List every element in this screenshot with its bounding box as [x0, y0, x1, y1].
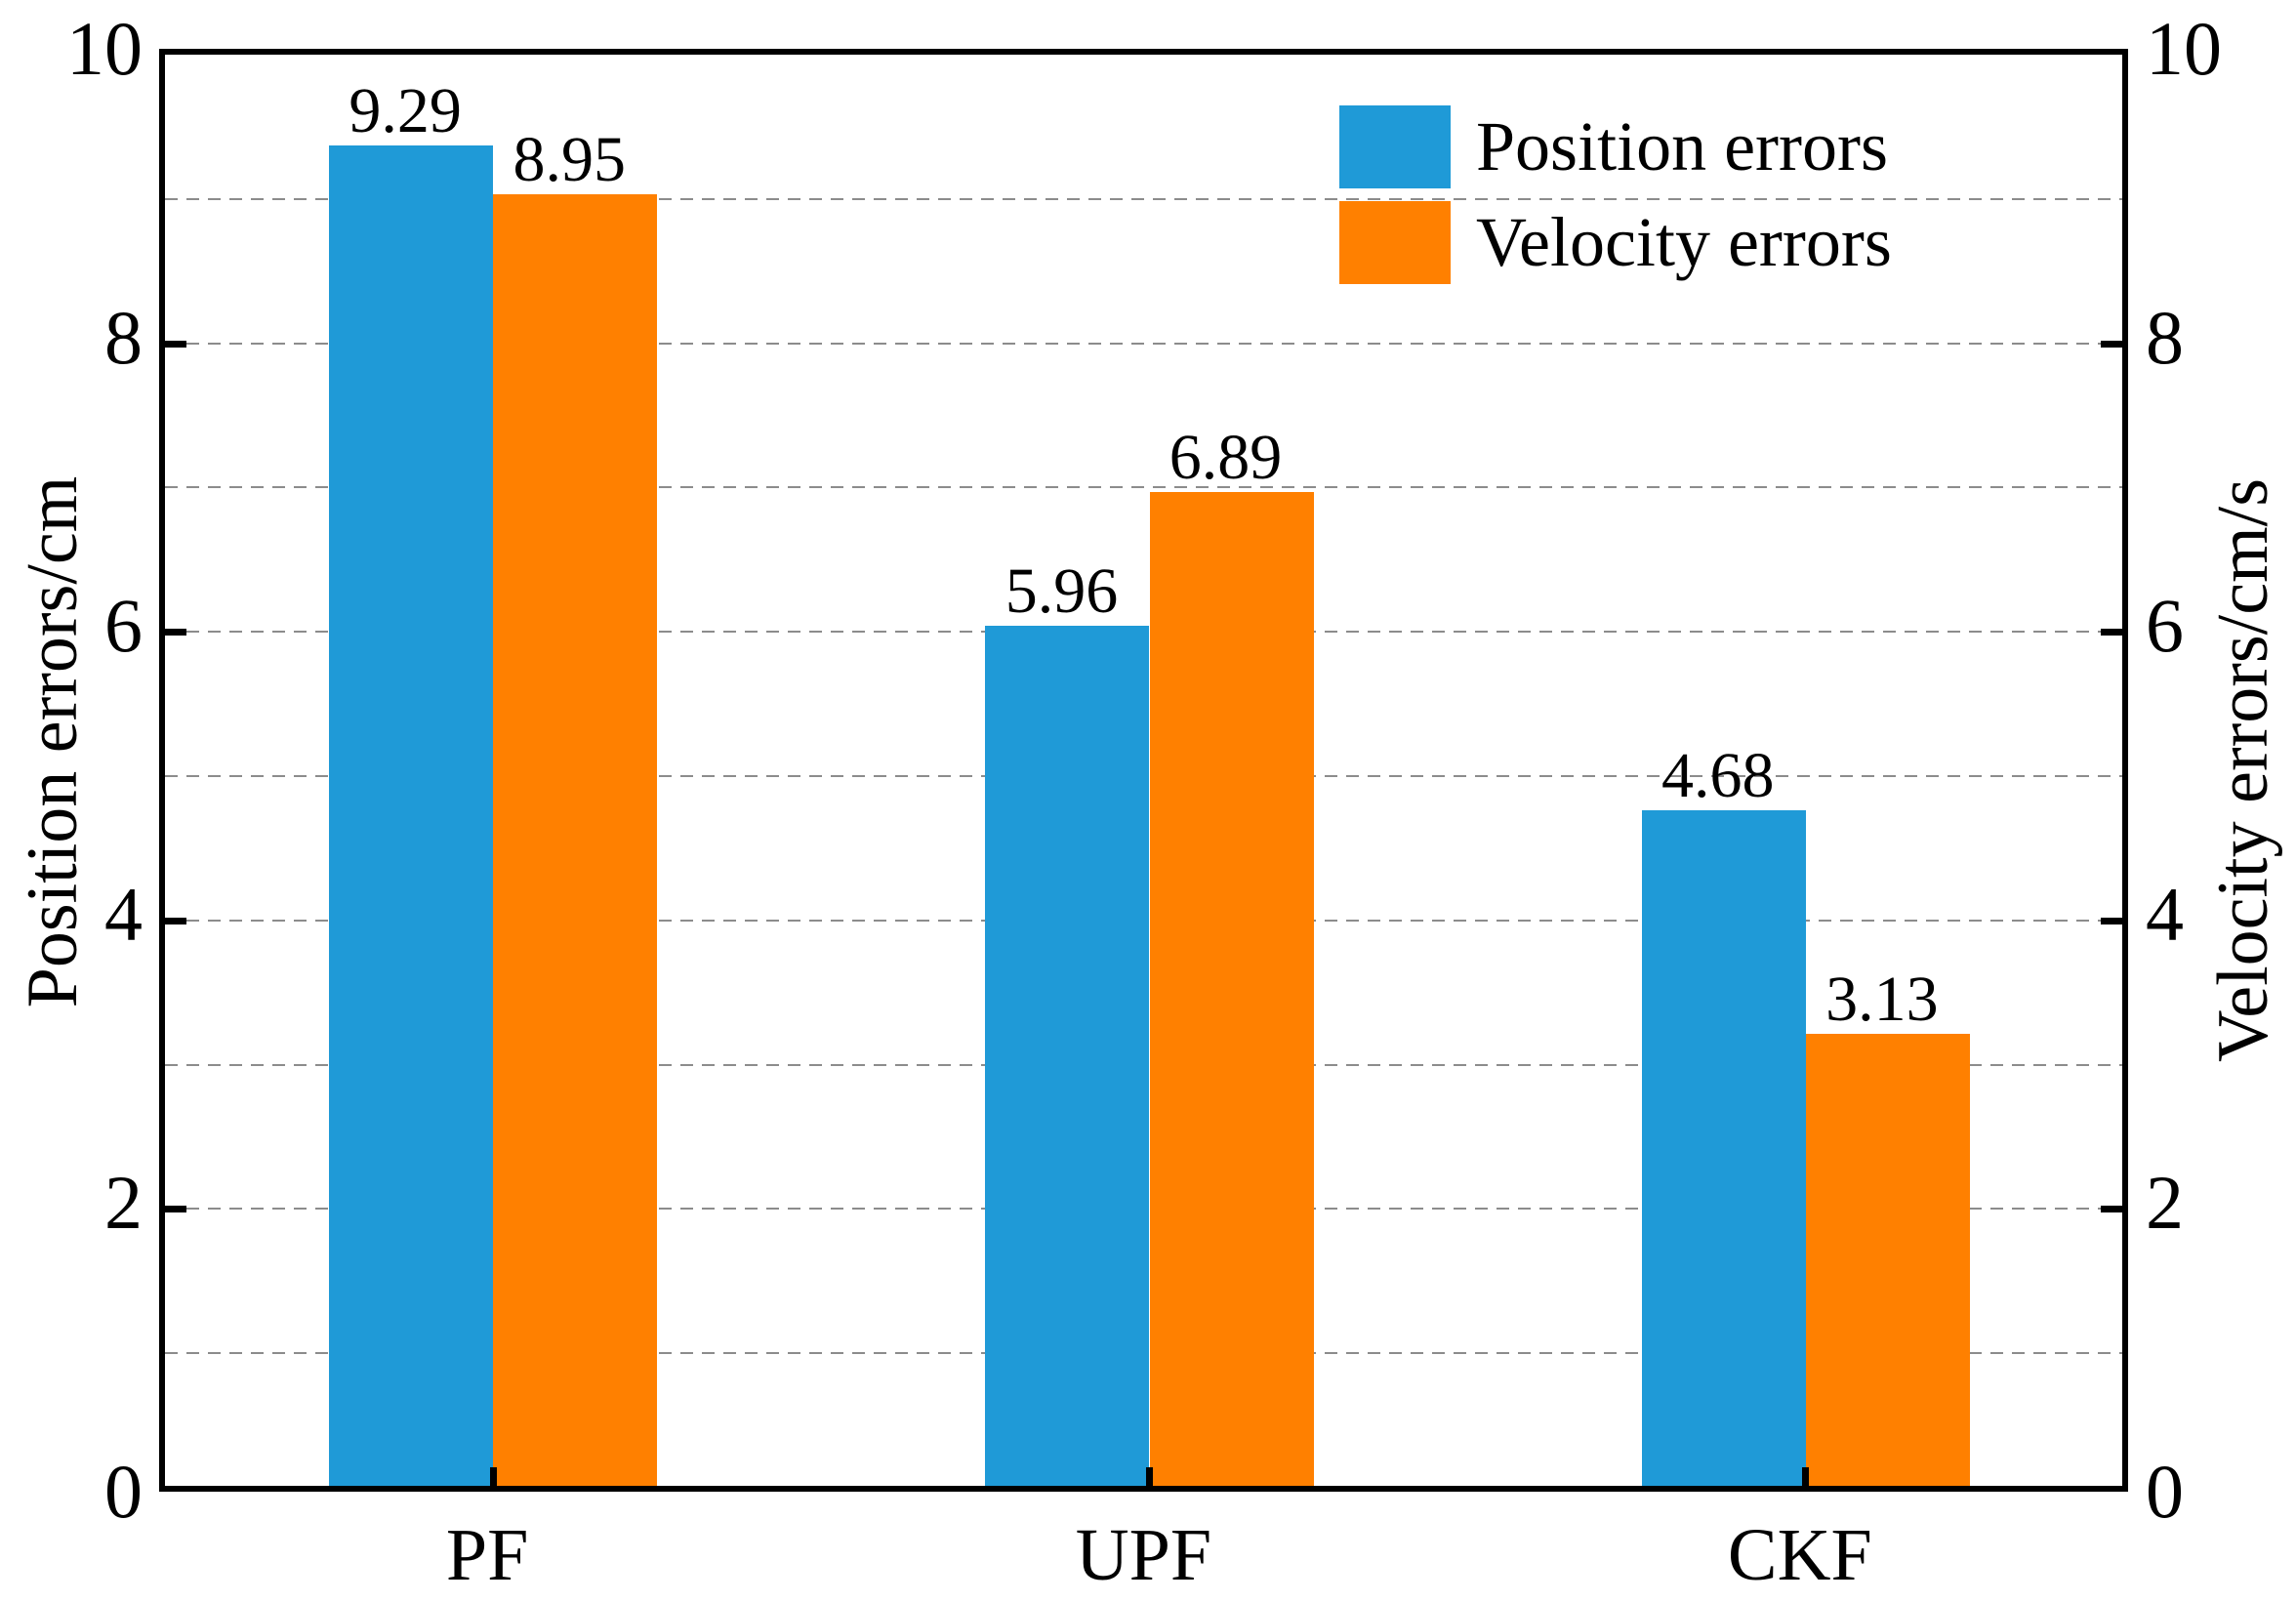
bar-value-position-errors-ckf: 4.68 [1661, 740, 1775, 812]
bar-value-velocity-errors-pf: 8.95 [512, 124, 626, 196]
bar-value-position-errors-upf: 5.96 [1004, 555, 1119, 628]
y-axis-title-right: Velocity errors/cm/s [2203, 478, 2283, 1062]
y-tick-right-side-6 [2101, 629, 2122, 637]
y-tick-left-side-8 [165, 340, 186, 348]
legend-label-position-errors: Position errors [1476, 107, 1888, 185]
y-tick-label-right-10: 10 [2146, 6, 2222, 91]
y-tick-label-left-8: 8 [104, 294, 143, 380]
bar-velocity-errors-upf [1149, 491, 1314, 1486]
gridline-y-9 [165, 197, 2122, 200]
y-tick-label-left-6: 6 [104, 583, 143, 669]
bar-position-errors-upf [985, 626, 1150, 1486]
bar-velocity-errors-ckf [1805, 1034, 1970, 1486]
y-tick-label-left-10: 10 [66, 6, 143, 91]
legend-swatch-velocity-errors [1339, 201, 1451, 284]
legend-item-position-errors: Position errors [1339, 105, 1892, 188]
bar-value-velocity-errors-ckf: 3.13 [1825, 964, 1939, 1036]
y-tick-label-left-4: 4 [104, 871, 143, 957]
y-tick-left-side-6 [165, 629, 186, 637]
legend-swatch-position-errors [1339, 105, 1451, 188]
x-category-label-ckf: CKF [1727, 1514, 1872, 1596]
plot-area: Position errors Velocity errors [159, 49, 2128, 1492]
y-tick-label-right-4: 4 [2146, 871, 2184, 957]
y-tick-right-side-8 [2101, 340, 2122, 348]
y-tick-label-right-6: 6 [2146, 583, 2184, 669]
bar-value-position-errors-pf: 9.29 [348, 74, 462, 146]
x-tick-upf [1146, 1467, 1153, 1486]
y-tick-label-left-2: 2 [104, 1160, 143, 1246]
x-tick-ckf [1802, 1467, 1810, 1486]
y-tick-label-right-2: 2 [2146, 1160, 2184, 1246]
x-tick-pf [489, 1467, 497, 1486]
legend: Position errors Velocity errors [1339, 105, 1892, 297]
y-tick-label-left-0: 0 [104, 1449, 143, 1534]
legend-item-velocity-errors: Velocity errors [1339, 201, 1892, 284]
bar-position-errors-ckf [1641, 810, 1806, 1486]
y-tick-right-side-2 [2101, 1206, 2122, 1213]
y-tick-left-side-4 [165, 917, 186, 924]
y-tick-right-side-4 [2101, 917, 2122, 924]
bar-value-velocity-errors-upf: 6.89 [1168, 421, 1283, 493]
bar-position-errors-pf [329, 144, 494, 1486]
x-category-label-pf: PF [445, 1514, 529, 1596]
y-tick-label-right-0: 0 [2146, 1449, 2184, 1534]
gridline-y-7 [165, 486, 2122, 489]
legend-label-velocity-errors: Velocity errors [1476, 203, 1892, 281]
y-tick-left-side-2 [165, 1206, 186, 1213]
gridline-y-8 [165, 342, 2122, 345]
y-tick-label-right-8: 8 [2146, 294, 2184, 380]
bar-velocity-errors-pf [493, 194, 658, 1486]
y-axis-title-left: Position errors/cm [13, 475, 93, 1008]
x-category-label-upf: UPF [1075, 1514, 1212, 1596]
